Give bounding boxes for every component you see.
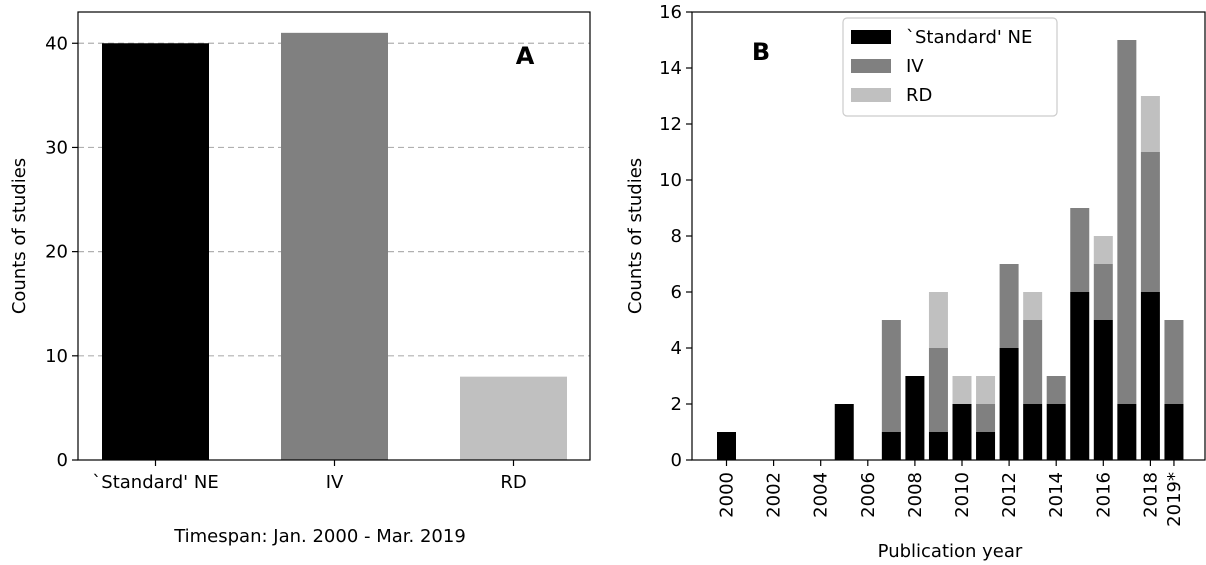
y-tick-label-10: 10: [659, 170, 682, 191]
bar-rd: [460, 376, 567, 460]
panel-a-label: A: [516, 42, 535, 70]
bar-2018-standard-ne: [1140, 292, 1160, 460]
bar-2005-standard-ne: [834, 404, 854, 460]
bar-2007-standard-ne: [881, 432, 901, 460]
panel-a-x-axis-label: Timespan: Jan. 2000 - Mar. 2019: [173, 526, 466, 547]
bar-standard-ne: [102, 43, 209, 461]
legend-swatch-iv: [851, 59, 891, 73]
bar-2014-iv: [1046, 376, 1066, 404]
panel-a-bars: [102, 32, 567, 461]
bar-2011-rd: [976, 376, 996, 404]
panel-a-y-axis-label: Counts of studies: [9, 158, 30, 314]
y-tick-label-0: 0: [57, 450, 68, 471]
bar-2016-standard-ne: [1093, 320, 1113, 460]
x-tick-label-2014: 2014: [1046, 472, 1067, 518]
legend-swatch-standard-ne: [851, 30, 891, 44]
legend-box: [842, 17, 1058, 117]
bar-2009-iv: [928, 348, 948, 432]
legend-swatch-rd: [851, 88, 891, 102]
bar-2019-iv: [1164, 320, 1184, 404]
panel-b-bars: [717, 40, 1184, 460]
bar-2017-iv: [1117, 40, 1137, 404]
legend-label-iv: IV: [906, 56, 924, 77]
bar-2010-standard-ne: [952, 404, 972, 460]
x-tick-label-2002: 2002: [764, 472, 785, 518]
y-tick-label-30: 30: [45, 137, 68, 158]
y-tick-label-40: 40: [45, 33, 68, 54]
x-tick-label-standard-ne: `Standard' NE: [92, 472, 218, 493]
y-tick-label-4: 4: [671, 338, 682, 359]
bar-2011-standard-ne: [976, 432, 996, 460]
panel-a-y-ticks: 0 10 20 30 40: [45, 33, 78, 471]
y-tick-label-2: 2: [671, 394, 682, 415]
x-tick-label-2018: 2018: [1140, 472, 1161, 518]
x-tick-label-rd: RD: [500, 472, 526, 493]
y-tick-label-16: 16: [659, 2, 682, 23]
bar-2013-rd: [1023, 292, 1043, 320]
x-tick-label-2019: 2019*: [1164, 472, 1185, 527]
bar-2012-standard-ne: [999, 348, 1019, 460]
y-tick-label-10: 10: [45, 346, 68, 367]
bar-2018-rd: [1140, 96, 1160, 152]
x-tick-label-2008: 2008: [905, 472, 926, 518]
bar-2018-iv: [1140, 152, 1160, 292]
bar-2019-standard-ne: [1164, 404, 1184, 460]
bar-2000-standard-ne: [717, 432, 736, 460]
bar-2012-iv: [999, 264, 1019, 348]
bar-2017-standard-ne: [1117, 404, 1137, 460]
bar-2009-rd: [928, 292, 948, 348]
bar-2014-standard-ne: [1046, 404, 1066, 460]
panel-b-x-ticks: 2000 2002 2004 2006 2008 2010 2012 2014 2016 2018…: [717, 460, 1185, 527]
y-tick-label-20: 20: [45, 242, 68, 263]
y-tick-label-6: 6: [671, 282, 682, 303]
x-tick-label-2006: 2006: [858, 472, 879, 518]
x-tick-label-2012: 2012: [999, 472, 1020, 518]
panel-b-y-ticks: 0 2 4 6 8 10 12 14 16: [659, 2, 692, 471]
panel-b-label: B: [752, 38, 770, 66]
bar-2013-standard-ne: [1023, 404, 1043, 460]
y-tick-label-8: 8: [671, 226, 682, 247]
x-tick-label-2016: 2016: [1093, 472, 1114, 518]
bar-2007-iv: [881, 320, 901, 432]
panel-a-x-ticks: `Standard' NE IV RD: [92, 460, 527, 493]
bar-2015-standard-ne: [1070, 292, 1090, 460]
x-tick-label-2004: 2004: [811, 472, 832, 518]
bar-iv: [281, 32, 388, 460]
legend-label-standard-ne: `Standard' NE: [906, 27, 1032, 48]
bar-2011-iv: [976, 404, 996, 432]
x-tick-label-iv: IV: [326, 472, 344, 493]
legend-label-rd: RD: [906, 85, 932, 106]
panel-a-chart: 0 10 20 30 40 `Standard' NE IV RD Counts of st…: [9, 11, 591, 547]
bar-2010-rd: [952, 376, 972, 404]
panel-b-y-axis-label: Counts of studies: [625, 158, 646, 314]
bar-2016-rd: [1093, 236, 1113, 264]
y-tick-label-12: 12: [659, 114, 682, 135]
bar-2015-iv: [1070, 208, 1090, 292]
y-tick-label-14: 14: [659, 58, 682, 79]
bar-2016-iv: [1093, 264, 1113, 320]
bar-2008-standard-ne: [905, 376, 925, 460]
x-tick-label-2010: 2010: [952, 472, 973, 518]
bar-2009-standard-ne: [928, 432, 948, 460]
panel-b-legend: `Standard' NE IV RD: [842, 17, 1058, 117]
panel-b-x-axis-label: Publication year: [878, 541, 1023, 562]
y-tick-label-0: 0: [671, 450, 682, 471]
x-tick-label-2000: 2000: [717, 472, 738, 518]
bar-2013-iv: [1023, 320, 1043, 404]
